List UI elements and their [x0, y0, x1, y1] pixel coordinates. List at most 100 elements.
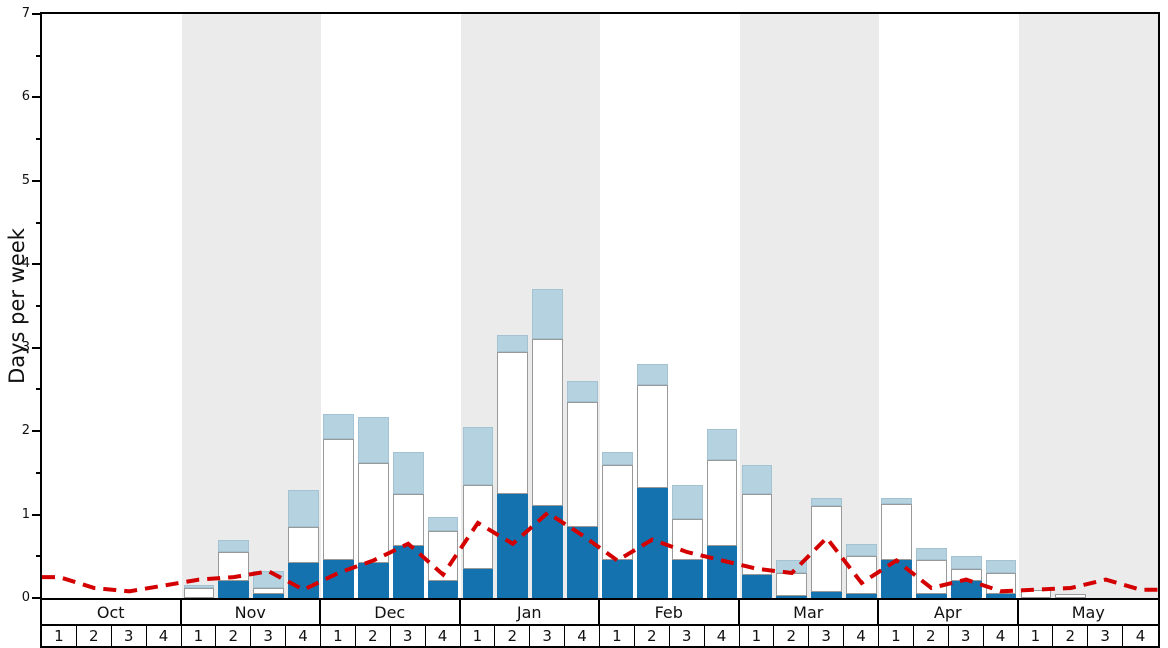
week-cell: 3: [251, 626, 287, 646]
bar-segment-white-days: [776, 572, 808, 597]
month-cell-apr: Apr: [879, 600, 1019, 624]
bar-segment-dark-blue-days: [392, 546, 424, 598]
bar-segment-dark-blue-days: [846, 593, 877, 598]
bar-segment-white-days: [915, 560, 947, 594]
bar-segment-white-days: [846, 556, 877, 594]
bar-segment-light-blue-days: [881, 497, 912, 504]
week-cell: 4: [286, 626, 321, 646]
month-cell-nov: Nov: [182, 600, 321, 624]
bar-segment-white-days: [950, 568, 982, 582]
bar-segment-dark-blue-days: [985, 593, 1017, 598]
y-tick-minor: [36, 138, 40, 141]
week-cell: 1: [182, 626, 217, 646]
bar-segment-light-blue-days: [392, 452, 424, 494]
bar-segment-white-days: [811, 506, 843, 593]
bar-segment-light-blue-days: [776, 560, 808, 573]
week-cell: 4: [565, 626, 600, 646]
bar-segment-dark-blue-days: [497, 493, 529, 598]
bar-segment-light-blue-days: [636, 364, 668, 386]
bar-segment-white-days: [427, 531, 459, 582]
y-tick-label: 1: [21, 506, 30, 522]
bar-segment-light-blue-days: [218, 539, 250, 553]
bar-segment-light-blue-days: [706, 428, 738, 461]
bar-segment-light-blue-days: [915, 547, 947, 561]
bar-segment-white-days: [183, 587, 215, 598]
week-cell: 1: [461, 626, 496, 646]
week-cell: 4: [705, 626, 740, 646]
bar-segment-dark-blue-days: [950, 581, 982, 598]
month-band: [1018, 14, 1158, 598]
bar-segment-white-days: [602, 464, 633, 561]
bar-segment-white-days: [218, 552, 250, 582]
week-cell: 3: [391, 626, 426, 646]
month-axis-row: Oct Nov Dec Jan Feb Mar Apr May: [40, 600, 1160, 626]
week-cell: 2: [216, 626, 252, 646]
week-cell: 2: [495, 626, 531, 646]
plot-area: [40, 12, 1160, 600]
bar-segment-light-blue-days: [985, 560, 1017, 573]
bar-segment-light-blue-days: [427, 517, 459, 532]
bar-segment-light-blue-days: [532, 289, 564, 340]
y-tick-minor: [36, 471, 40, 474]
bar-segment-light-blue-days: [253, 571, 285, 588]
bar-segment-dark-blue-days: [218, 581, 250, 598]
bar-segment-light-blue-days: [811, 497, 843, 507]
bar-segment-white-days: [741, 493, 773, 575]
bar-segment-white-days: [881, 503, 912, 561]
month-band: [42, 14, 182, 598]
bar-segment-white-days: [985, 572, 1017, 594]
week-cell: 4: [147, 626, 182, 646]
bar-segment-light-blue-days: [602, 452, 633, 465]
bar-segment-white-days: [357, 462, 389, 563]
bar-segment-white-days: [392, 493, 424, 547]
bar-segment-dark-blue-days: [427, 581, 459, 598]
week-cell: 4: [1135, 627, 1146, 645]
bar-segment-white-days: [462, 485, 494, 569]
week-cell: 1: [600, 626, 635, 646]
week-cell: 3: [112, 626, 147, 646]
bar-segment-dark-blue-days: [288, 562, 319, 598]
bar-segment-light-blue-days: [323, 414, 354, 440]
bar-segment-light-blue-days: [357, 416, 389, 463]
bar-segment-dark-blue-days: [532, 506, 564, 598]
bar-segment-dark-blue-days: [915, 593, 947, 598]
bar-segment-dark-blue-days: [811, 592, 843, 598]
y-tick-major: [32, 430, 40, 433]
week-cell: 3: [670, 626, 705, 646]
bar-segment-white-days: [671, 518, 703, 561]
bar-segment-white-days: [288, 527, 319, 563]
week-cell: 3: [809, 626, 845, 646]
bar-segment-dark-blue-days: [671, 560, 703, 598]
y-tick-minor: [36, 388, 40, 391]
month-cell-mar: Mar: [740, 600, 879, 624]
month-cell-feb: Feb: [600, 600, 740, 624]
week-cell: 2: [77, 626, 112, 646]
week-cell: 2: [635, 626, 670, 646]
week-cell: 1: [740, 626, 775, 646]
bar-segment-light-blue-days: [567, 381, 598, 402]
y-tick-label: 0: [21, 590, 30, 605]
bar-segment-dark-blue-days: [741, 574, 773, 598]
bar-segment-white-days: [1055, 593, 1087, 598]
plot-inner: [42, 14, 1158, 598]
bar-segment-light-blue-days: [183, 585, 215, 588]
week-cell: 4: [844, 626, 879, 646]
month-cell-jan: Jan: [461, 600, 600, 624]
y-tick-label: 2: [21, 423, 30, 439]
week-cell: 3: [949, 626, 984, 646]
week-cell: 3: [1088, 626, 1124, 646]
bar-segment-light-blue-days: [671, 485, 703, 519]
bar-segment-dark-blue-days: [253, 593, 285, 598]
y-tick-label: 6: [21, 89, 30, 105]
bar-segment-dark-blue-days: [881, 560, 912, 598]
y-tick-major: [32, 346, 40, 349]
bar-segment-dark-blue-days: [706, 546, 738, 598]
bar-segment-light-blue-days: [950, 556, 982, 569]
bar-segment-white-days: [636, 385, 668, 488]
bar-segment-white-days: [323, 439, 354, 561]
week-cell: 3: [530, 626, 566, 646]
bar-segment-dark-blue-days: [357, 562, 389, 598]
y-tick-major: [32, 13, 40, 15]
month-cell-oct: Oct: [42, 600, 182, 624]
